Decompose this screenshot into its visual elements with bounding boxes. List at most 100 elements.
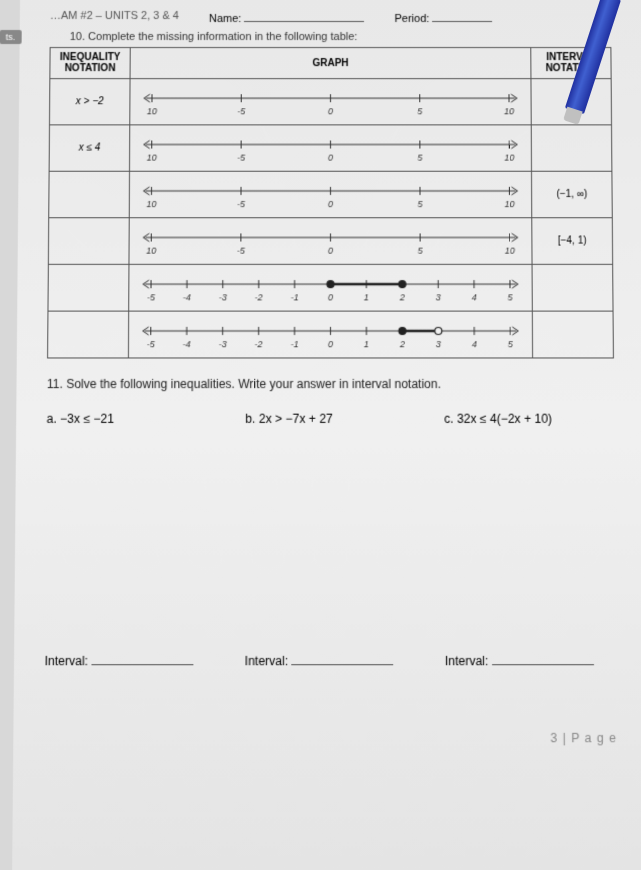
svg-text:-5: -5 xyxy=(237,152,246,162)
svg-text:4: 4 xyxy=(472,339,477,349)
svg-text:3: 3 xyxy=(436,292,441,302)
name-label: Name: xyxy=(209,13,241,25)
table-row: 10 -5 0 5 10 (−1, ∞) xyxy=(49,171,613,217)
inequality-cell xyxy=(48,218,129,265)
svg-text:5: 5 xyxy=(418,245,424,255)
name-field: Name: xyxy=(209,10,365,25)
inequality-cell: x > −2 xyxy=(49,79,130,125)
problem-a: a. −3x ≤ −21 xyxy=(47,412,217,426)
svg-text:-2: -2 xyxy=(255,339,263,349)
interval-a: Interval: xyxy=(45,653,217,669)
svg-text:-4: -4 xyxy=(183,339,191,349)
problem-b: b. 2x > −7x + 27 xyxy=(245,412,415,426)
svg-text:0: 0 xyxy=(328,245,333,255)
svg-text:-4: -4 xyxy=(183,292,191,302)
col-graph: GRAPH xyxy=(130,48,531,79)
svg-text:5: 5 xyxy=(417,106,423,116)
svg-text:-5: -5 xyxy=(237,199,246,209)
svg-text:0: 0 xyxy=(328,106,333,116)
interval-blank-c[interactable] xyxy=(492,653,594,665)
period-field: Period: xyxy=(394,10,492,25)
interval-c: Interval: xyxy=(445,653,617,669)
svg-text:10: 10 xyxy=(504,152,514,162)
b-expr: 2x > −7x + 27 xyxy=(259,412,333,426)
svg-text:10: 10 xyxy=(146,245,156,255)
q10-instruction: 10. Complete the missing information in … xyxy=(70,31,612,43)
c-expr: 32x ≤ 4(−2x + 10) xyxy=(457,412,552,426)
graph-cell: 10 -5 0 5 10 xyxy=(129,171,532,217)
interval-cell: (−1, ∞) xyxy=(531,171,612,217)
table-row: x > −210-50510 xyxy=(49,79,611,125)
page-footer: 3 | P a g e xyxy=(44,731,617,746)
interval-label-a: Interval: xyxy=(45,654,89,669)
svg-text:-5: -5 xyxy=(237,245,246,255)
a-expr: −3x ≤ −21 xyxy=(60,412,114,426)
svg-text:5: 5 xyxy=(508,339,514,349)
interval-blank-b[interactable] xyxy=(292,653,394,665)
svg-text:10: 10 xyxy=(147,152,157,162)
svg-text:5: 5 xyxy=(507,292,513,302)
svg-text:0: 0 xyxy=(328,339,333,349)
svg-text:-3: -3 xyxy=(219,292,227,302)
svg-text:-3: -3 xyxy=(219,339,227,349)
table-row: -5-4-3-2-1012345 xyxy=(48,264,613,311)
svg-text:1: 1 xyxy=(364,339,369,349)
svg-text:-5: -5 xyxy=(147,339,156,349)
inequality-cell xyxy=(48,264,129,311)
svg-text:-5: -5 xyxy=(237,106,246,116)
worksheet-page: ts. …AM #2 – UNITS 2, 3 & 4 Name: Period… xyxy=(12,0,641,870)
svg-text:10: 10 xyxy=(505,245,515,255)
graph-cell: -5-4-3-2-1012345 xyxy=(129,264,533,311)
inequality-cell xyxy=(49,171,130,217)
interval-label-b: Interval: xyxy=(245,654,289,669)
b-label: b. xyxy=(245,412,255,426)
q10-text: Complete the missing information in the … xyxy=(88,31,357,43)
exam-title: …AM #2 – UNITS 2, 3 & 4 xyxy=(50,10,179,25)
period-blank[interactable] xyxy=(432,10,492,22)
svg-text:-1: -1 xyxy=(291,292,299,302)
inequality-cell xyxy=(48,311,129,358)
problem-c: c. 32x ≤ 4(−2x + 10) xyxy=(444,412,614,426)
interval-blank-a[interactable] xyxy=(91,653,193,665)
svg-text:2: 2 xyxy=(399,292,405,302)
table-row: 10 -5 0 5 10 [−4, 1) xyxy=(48,218,612,265)
svg-text:4: 4 xyxy=(472,292,477,302)
a-label: a. xyxy=(47,412,57,426)
graph-cell: -5 -4 -3 -2 -1 0 1 2 3 4 5 xyxy=(128,311,532,358)
table-row: -5 -4 -3 -2 -1 0 1 2 3 4 5 xyxy=(48,311,614,358)
q10-number: 10. xyxy=(70,31,85,43)
svg-text:10: 10 xyxy=(504,199,514,209)
c-label: c. xyxy=(444,412,454,426)
svg-text:-2: -2 xyxy=(255,292,263,302)
q11-problems: a. −3x ≤ −21 b. 2x > −7x + 27 c. 32x ≤ 4… xyxy=(47,412,615,426)
col-inequality: INEQUALITY NOTATION xyxy=(50,48,130,79)
graph-cell: 10 -5 0 5 10 xyxy=(129,218,532,265)
svg-text:5: 5 xyxy=(417,199,423,209)
inequality-cell: x ≤ 4 xyxy=(49,125,130,171)
svg-text:1: 1 xyxy=(364,292,369,302)
interval-cell xyxy=(532,264,613,311)
svg-text:3: 3 xyxy=(436,339,441,349)
side-tab: ts. xyxy=(0,30,21,44)
header-row-1: …AM #2 – UNITS 2, 3 & 4 Name: Period: xyxy=(50,10,611,25)
graph-cell: 10 -5 0 5 10 xyxy=(130,125,532,171)
svg-text:0: 0 xyxy=(328,152,333,162)
interval-cell xyxy=(531,125,612,171)
interval-cell: [−4, 1) xyxy=(532,218,613,265)
svg-text:5: 5 xyxy=(417,152,423,162)
q11-instruction: 11. Solve the following inequalities. Wr… xyxy=(47,377,614,391)
inequality-table: INEQUALITY NOTATION GRAPH INTERVAL NOTAT… xyxy=(47,47,614,358)
graph-cell: 10-50510 xyxy=(130,79,531,125)
period-label: Period: xyxy=(394,13,429,25)
svg-text:10: 10 xyxy=(146,199,156,209)
interval-label-c: Interval: xyxy=(445,654,489,669)
name-blank[interactable] xyxy=(244,10,364,22)
interval-cell xyxy=(532,311,613,358)
svg-text:0: 0 xyxy=(328,292,333,302)
svg-text:0: 0 xyxy=(328,199,333,209)
table-row: x ≤ 4 10 -5 0 5 10 xyxy=(49,125,612,171)
svg-text:2: 2 xyxy=(399,339,405,349)
svg-text:-1: -1 xyxy=(290,339,298,349)
interval-b: Interval: xyxy=(245,653,417,669)
svg-text:10: 10 xyxy=(504,106,514,116)
